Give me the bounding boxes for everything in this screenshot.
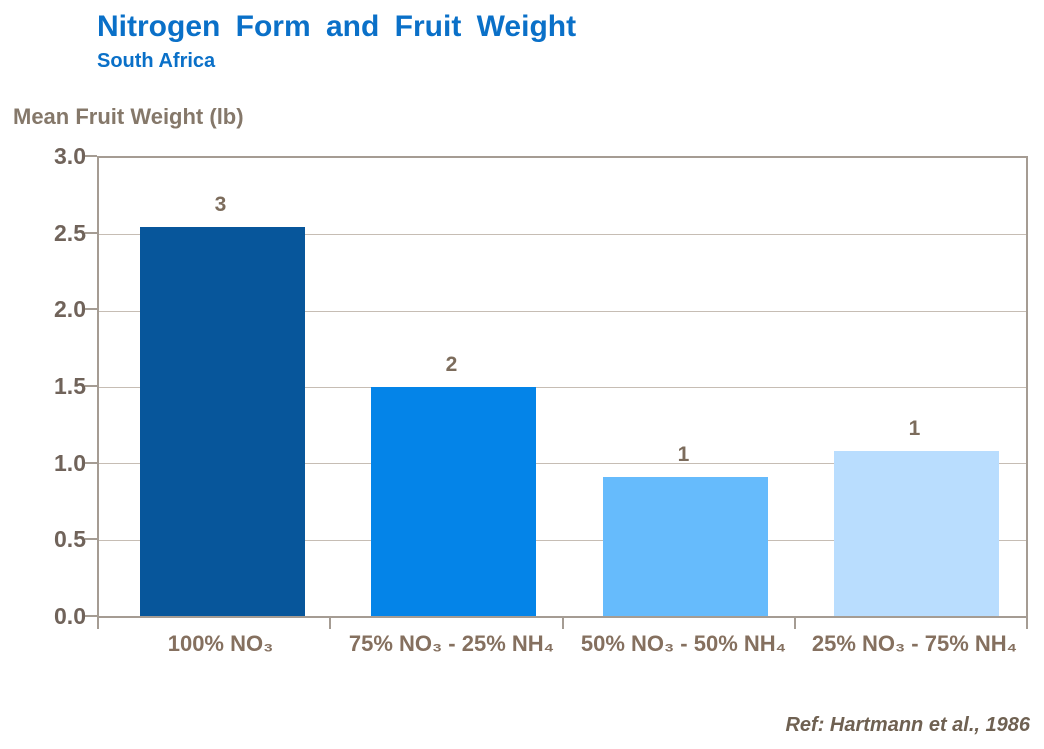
y-axis-tick-mark: [85, 538, 97, 541]
bar-value-label: 1: [677, 443, 690, 467]
y-tick-label: 0.0: [54, 603, 86, 629]
y-tick-label: 0.5: [54, 526, 86, 553]
y-tick-label: 1.0: [54, 449, 86, 476]
gridline: [99, 387, 1026, 388]
bar-value-label: 2: [445, 353, 458, 376]
x-category-label: 50% NO₃ - 50% NH₄: [580, 631, 787, 656]
y-axis-tick-mark: [85, 461, 97, 464]
plot-area: [97, 156, 1028, 618]
bar-value-label: 3: [214, 192, 227, 216]
x-axis-tick-mark: [793, 616, 796, 629]
gridline: [99, 539, 1026, 541]
bar: [371, 387, 536, 616]
x-axis-tick-mark: [561, 616, 564, 629]
bar: [603, 477, 768, 616]
x-axis-tick-mark: [329, 616, 332, 629]
y-tick-label: 1.5: [54, 373, 86, 399]
gridline: [99, 310, 1026, 312]
x-axis-tick-mark: [1026, 616, 1028, 629]
gridline: [99, 234, 1026, 236]
y-axis-tick-mark: [85, 155, 97, 157]
y-axis-tick-mark: [85, 308, 97, 311]
x-category-label: 25% NO₃ - 75% NH₄: [811, 631, 1018, 656]
x-axis-tick-mark: [97, 616, 99, 629]
bar: [140, 226, 305, 616]
x-category-label: 75% NO₃ - 25% NH₄: [348, 631, 555, 656]
bar: [834, 451, 999, 616]
y-axis-tick-mark: [85, 615, 97, 617]
chart-title: Nitrogen Form and Fruit Weight: [97, 10, 577, 43]
y-tick-label: 2.5: [54, 219, 86, 246]
y-tick-label: 2.0: [54, 296, 86, 323]
gridline: [99, 463, 1026, 465]
x-category-label: 100% NO₃: [167, 631, 274, 656]
y-axis-title: Mean Fruit Weight (lb): [13, 104, 244, 129]
reference-text: Ref: Hartmann et al., 1986: [785, 714, 1030, 736]
chart-subtitle: South Africa: [97, 50, 216, 72]
y-axis-tick-mark: [85, 231, 97, 234]
bar-value-label: 1: [908, 417, 921, 441]
y-tick-label: 3.0: [54, 143, 86, 169]
y-axis-tick-mark: [85, 385, 97, 387]
